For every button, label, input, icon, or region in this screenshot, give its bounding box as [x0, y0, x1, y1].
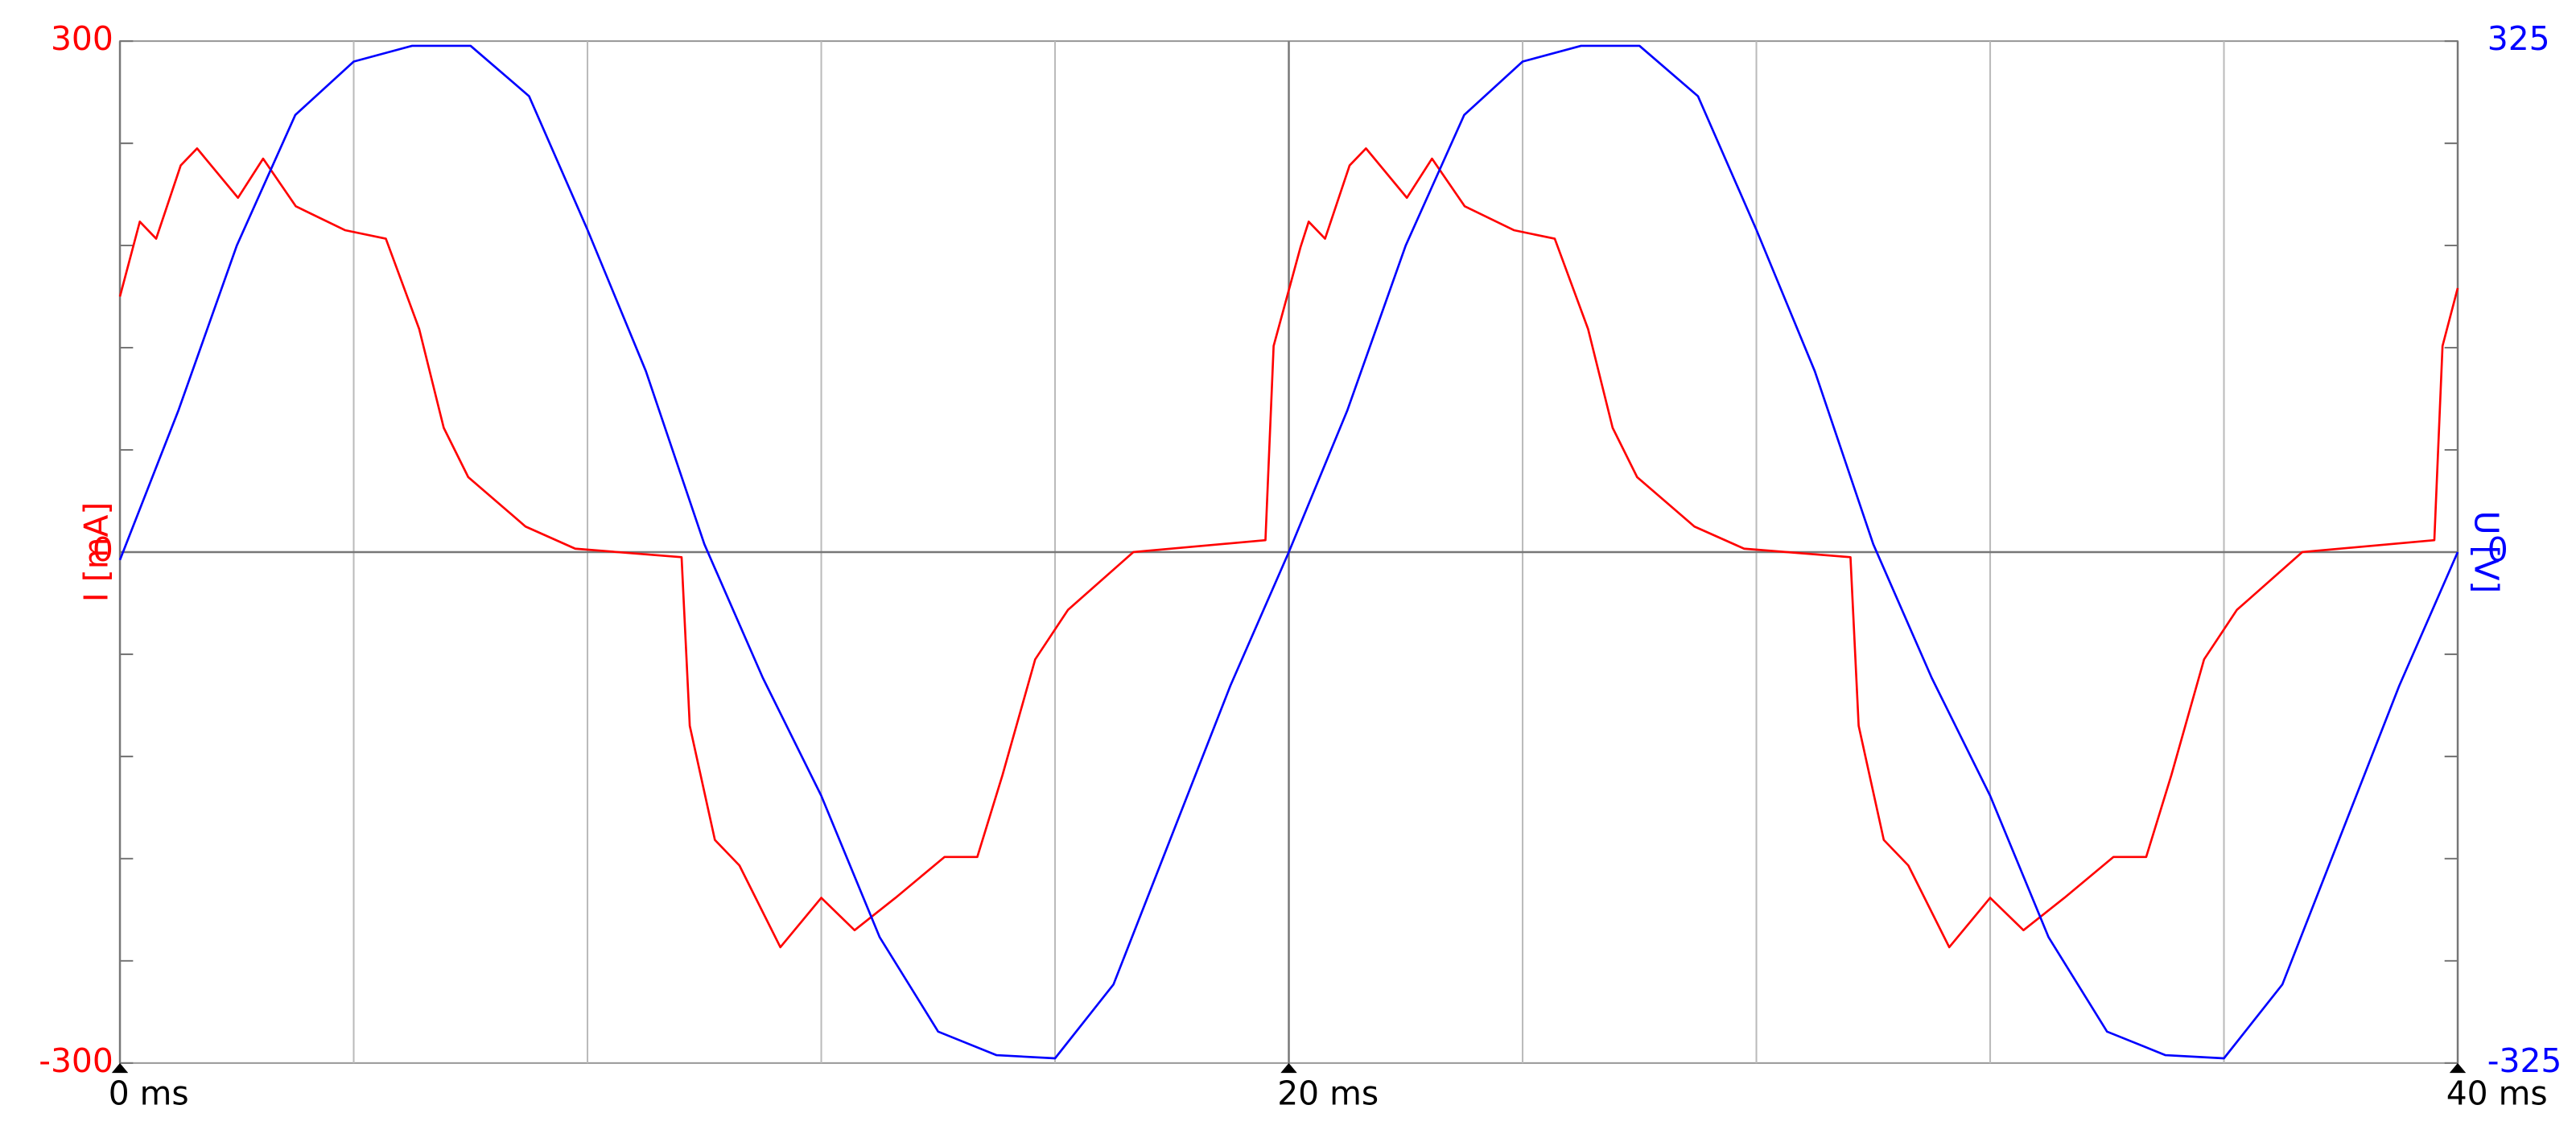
- x-tick-label: 0 ms: [109, 1074, 189, 1113]
- y2-tick-label: 325: [2487, 19, 2550, 58]
- tick-mark: [1280, 1062, 1297, 1074]
- y-tick-label: 0: [93, 530, 113, 569]
- y-tick-label: 300: [51, 19, 113, 58]
- y2-tick-label: 0: [2487, 530, 2508, 569]
- y-axis-label: I [mA]: [76, 502, 115, 603]
- y2-tick-label: -325: [2487, 1041, 2562, 1080]
- x-tick-label: 40 ms: [2446, 1074, 2548, 1113]
- tick-mark: [2449, 1062, 2467, 1074]
- y2-axis-label: U [V]: [2467, 511, 2506, 594]
- data-line: [118, 44, 2459, 1060]
- tick-mark: [111, 1062, 129, 1074]
- data-line: [118, 147, 2459, 949]
- y-tick-label: -300: [39, 1041, 113, 1080]
- x-tick-label: 20 ms: [1277, 1074, 1379, 1113]
